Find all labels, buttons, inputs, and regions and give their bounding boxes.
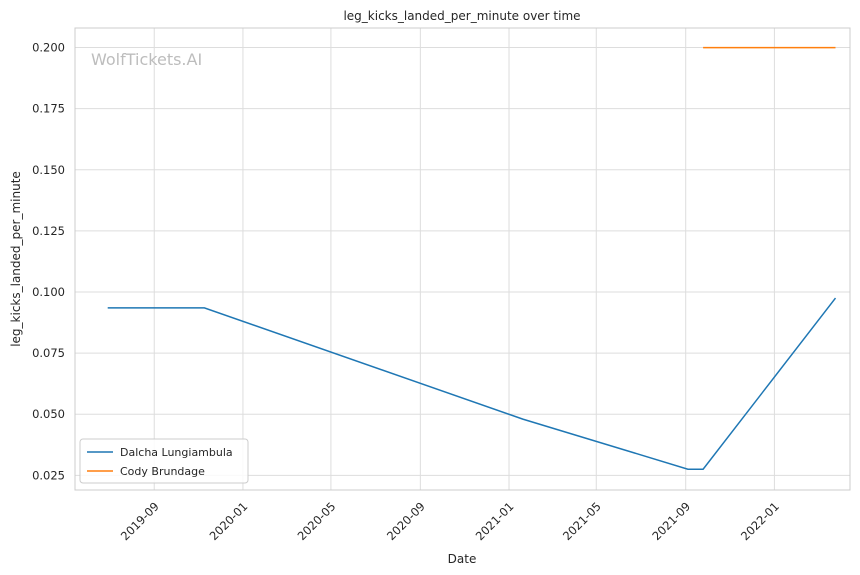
y-tick-label: 0.050	[32, 407, 65, 421]
y-tick-label: 0.200	[32, 41, 65, 55]
watermark: WolfTickets.AI	[91, 50, 202, 69]
legend-label-cody-brundage: Cody Brundage	[120, 465, 205, 478]
y-tick-labels: 0.025 0.050 0.075 0.100 0.125 0.150 0.175 0.200	[32, 41, 65, 483]
plot-frame	[74, 27, 851, 491]
y-tick-label: 0.175	[32, 102, 65, 116]
chart-title: leg_kicks_landed_per_minute over time	[343, 9, 580, 23]
legend-label-dalcha-lungiambula: Dalcha Lungiambula	[120, 446, 233, 459]
grid	[75, 28, 850, 490]
y-tick-label: 0.150	[32, 163, 65, 177]
y-tick-label: 0.100	[32, 285, 65, 299]
y-tick-label: 0.025	[32, 468, 65, 482]
y-tick-label: 0.075	[32, 346, 65, 360]
y-tick-label: 0.125	[32, 224, 65, 238]
y-axis-label: leg_kicks_landed_per_minute	[9, 171, 23, 347]
legend: Dalcha Lungiambula Cody Brundage	[79, 438, 249, 484]
x-axis-label: Date	[448, 552, 477, 566]
series-lines	[107, 46, 837, 470]
series-line-dalcha-lungiambula	[107, 297, 837, 470]
legend-box	[79, 438, 249, 484]
